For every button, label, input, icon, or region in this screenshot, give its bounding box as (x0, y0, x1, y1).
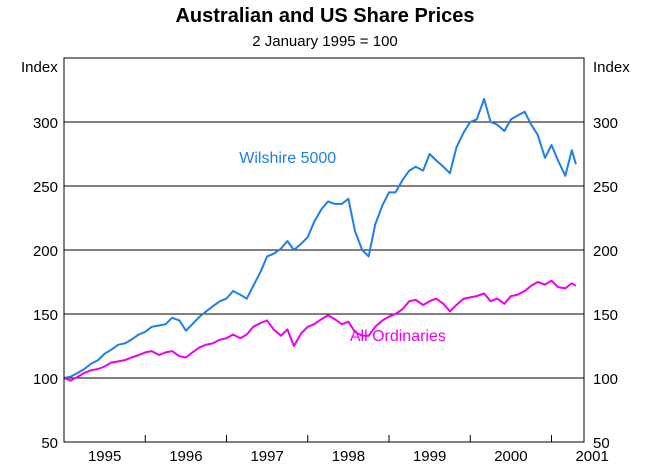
y-tick-label-left: 200 (33, 243, 58, 260)
y-tick-label-right: 200 (593, 243, 618, 260)
x-tick-label: 1998 (332, 448, 365, 465)
y-axis-tick-labels: 50 50 100 100 150 150 200 200 250 250 300 300 (33, 115, 618, 452)
y-axis-label-left: Index (21, 59, 58, 76)
y-tick-label-left: 150 (33, 307, 58, 324)
x-axis-ticks (144, 435, 552, 442)
y-tick-label-right: 300 (593, 115, 618, 132)
y-tick-label-right: 100 (593, 371, 618, 388)
x-tick-label: 2001 (575, 448, 608, 465)
x-tick-label: 1997 (250, 448, 283, 465)
series-annotations: Wilshire 5000 All Ordinaries (239, 150, 446, 345)
y-tick-label-right: 150 (593, 307, 618, 324)
y-tick-label-left: 100 (33, 371, 58, 388)
x-tick-label: 1999 (413, 448, 446, 465)
y-tick-label-right: 50 (593, 435, 610, 452)
x-axis-tick-labels: 1995 1996 1997 1998 1999 2000 2001 (88, 448, 609, 465)
series-label-all-ordinaries: All Ordinaries (350, 328, 446, 345)
gridlines (64, 121, 584, 379)
chart-title: Australian and US Share Prices (175, 5, 474, 27)
x-tick-label: 2000 (494, 448, 527, 465)
chart-subtitle: 2 January 1995 = 100 (252, 33, 398, 50)
series-line-all-ordinaries (63, 279, 577, 382)
y-tick-label-right: 250 (593, 179, 618, 196)
y-tick-label-left: 250 (33, 179, 58, 196)
y-tick-label-left: 300 (33, 115, 58, 132)
x-tick-label: 1996 (169, 448, 202, 465)
series-lines (63, 98, 577, 382)
series-line-wilshire-5000 (63, 98, 577, 379)
plot-frame (63, 57, 585, 443)
y-tick-label-left: 50 (41, 435, 58, 452)
series-label-wilshire-5000: Wilshire 5000 (239, 150, 336, 167)
x-tick-label: 1995 (88, 448, 121, 465)
y-axis-label-right: Index (593, 59, 630, 76)
